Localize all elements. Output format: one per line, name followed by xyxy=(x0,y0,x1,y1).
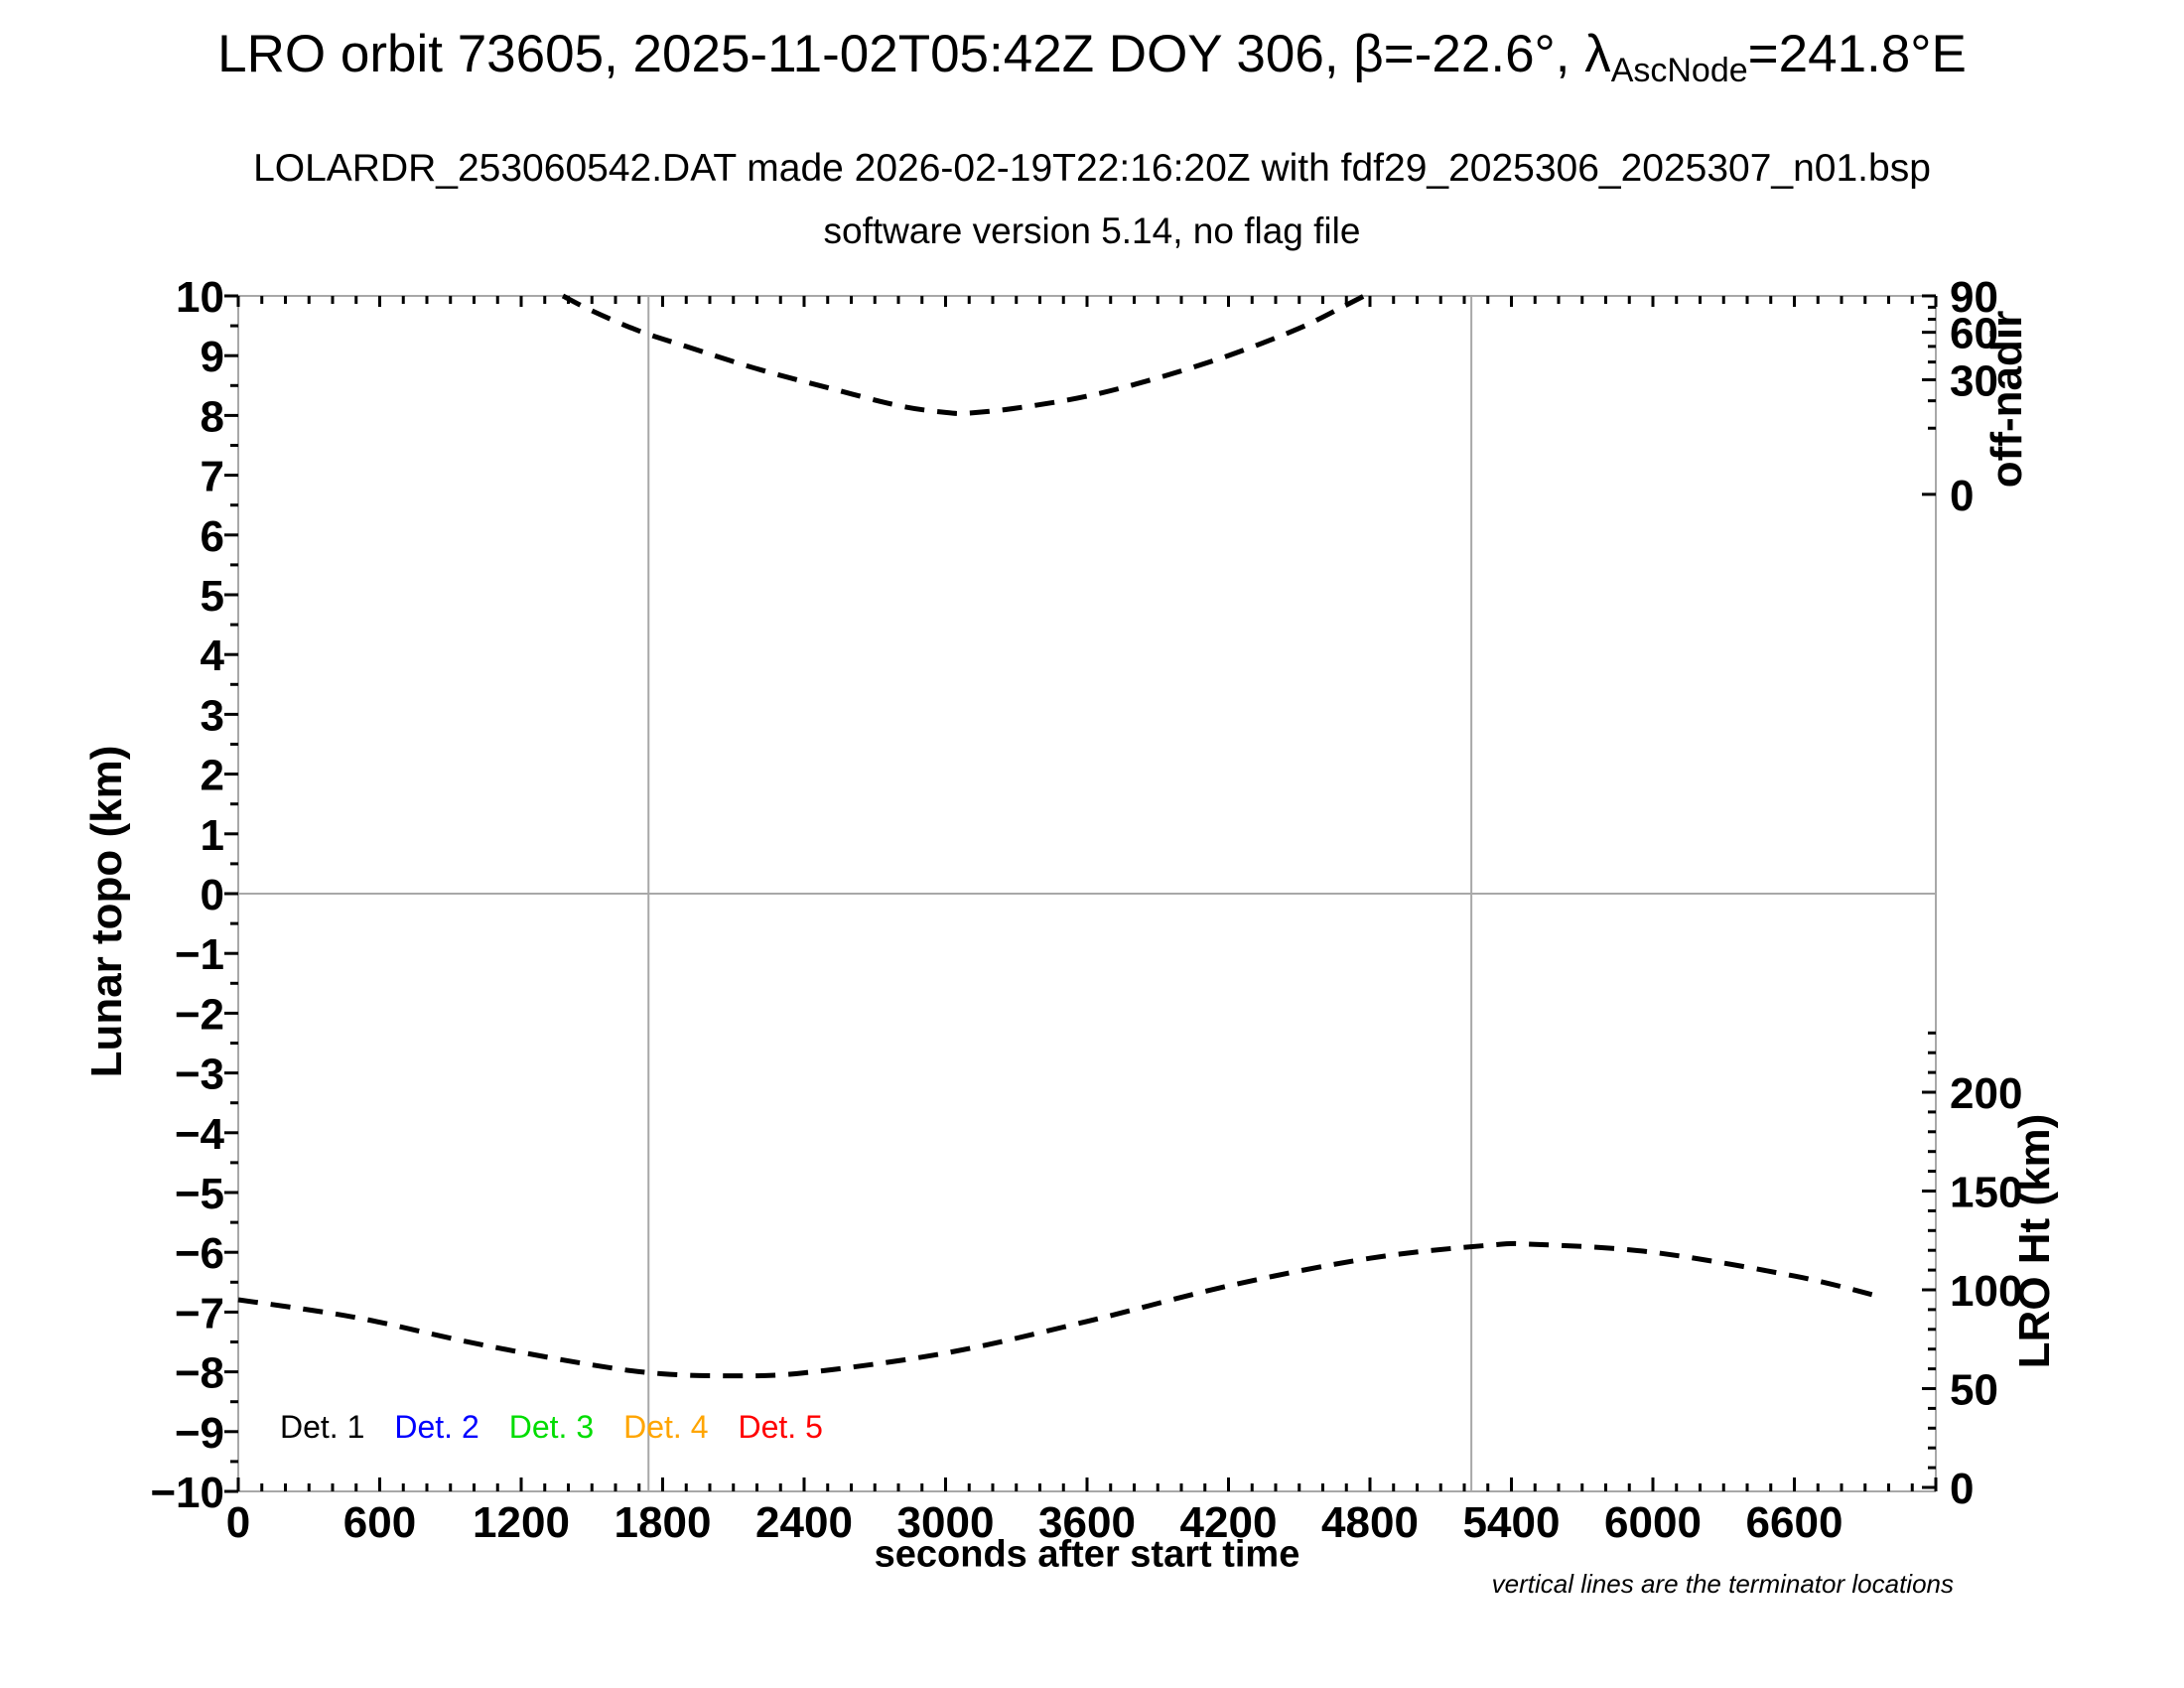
y-left-tick-label: −6 xyxy=(175,1229,224,1278)
x-tick-label: 3600 xyxy=(1038,1498,1136,1547)
lro-height-tick-label: 100 xyxy=(1950,1267,2022,1316)
y-left-tick-label: 10 xyxy=(176,273,224,322)
offnadir-tick-label: 60 xyxy=(1950,310,1998,358)
y-left-tick-label: 5 xyxy=(201,572,224,621)
y-left-tick-label: 1 xyxy=(201,811,224,860)
y-left-tick-label: 7 xyxy=(201,453,224,501)
legend-item-det-2: Det. 2 xyxy=(394,1409,479,1445)
y-left-tick-label: −3 xyxy=(175,1051,224,1099)
x-tick-label: 6600 xyxy=(1746,1498,1843,1547)
y-left-tick-label: −5 xyxy=(175,1170,224,1218)
y-left-tick-label: 8 xyxy=(201,392,224,441)
x-tick-label: 1200 xyxy=(473,1498,570,1547)
y-left-tick-label: −4 xyxy=(175,1110,225,1159)
y-left-tick-label: −7 xyxy=(175,1289,224,1337)
y-left-tick-label: −9 xyxy=(175,1409,224,1458)
subtitle-software-version: software version 5.14, no flag file xyxy=(823,211,1361,251)
legend-item-det-5: Det. 5 xyxy=(738,1409,823,1445)
lro-height-tick-label: 200 xyxy=(1950,1069,2022,1118)
x-tick-label: 600 xyxy=(343,1498,416,1547)
y-left-tick-label: 2 xyxy=(201,752,224,800)
x-tick-label: 4800 xyxy=(1321,1498,1419,1547)
offnadir-tick-label: 0 xyxy=(1950,472,1974,520)
y-left-tick-label: 0 xyxy=(201,871,224,919)
title-main: LRO orbit 73605, 2025-11-02T05:42Z DOY 3… xyxy=(217,25,1611,83)
detector-legend: Det. 1 Det. 2 Det. 3 Det. 4 Det. 5 xyxy=(280,1409,823,1446)
x-tick-label: 6000 xyxy=(1604,1498,1702,1547)
x-tick-label: 2400 xyxy=(755,1498,853,1547)
y-axis-left-title: Lunar topo (km) xyxy=(82,745,131,1078)
lro-height-tick-label: 0 xyxy=(1950,1465,1974,1513)
offnadir-tick-label: 30 xyxy=(1950,356,1998,405)
y-left-tick-label: −2 xyxy=(175,990,224,1039)
title-end: =241.8°E xyxy=(1747,25,1967,83)
y-left-tick-label: 3 xyxy=(201,691,224,740)
legend-item-det-1: Det. 1 xyxy=(280,1409,365,1445)
title-subscript: AscNode xyxy=(1610,52,1748,89)
offnadir-tick-label: 90 xyxy=(1950,273,1998,322)
y-left-tick-label: 6 xyxy=(201,512,224,561)
y-axis-lro-height-title: LRO Ht (km) xyxy=(2010,1113,2059,1369)
series-lro_height-curve xyxy=(237,1240,1878,1379)
x-tick-label: 5400 xyxy=(1463,1498,1561,1547)
x-axis-title: seconds after start time xyxy=(874,1533,1300,1576)
y-left-tick-label: −1 xyxy=(175,930,224,979)
y-left-tick-label: 9 xyxy=(201,333,224,381)
lro-height-tick-label: 50 xyxy=(1950,1366,1998,1415)
y-left-tick-label: −10 xyxy=(150,1469,224,1517)
subtitle-filename: LOLARDR_253060542.DAT made 2026-02-19T22… xyxy=(253,147,1931,190)
y-left-tick-label: 4 xyxy=(201,632,225,680)
page-title: LRO orbit 73605, 2025-11-02T05:42Z DOY 3… xyxy=(0,24,2184,90)
y-left-tick-label: −8 xyxy=(175,1349,224,1398)
x-tick-label: 4200 xyxy=(1180,1498,1278,1547)
x-tick-label: 1800 xyxy=(614,1498,712,1547)
y-axis-offnadir-title: off-nadir xyxy=(1982,310,2031,489)
series-off_nadir-curve xyxy=(561,293,1366,416)
x-tick-label: 0 xyxy=(226,1498,250,1547)
legend-item-det-4: Det. 4 xyxy=(623,1409,709,1445)
x-tick-label: 3000 xyxy=(897,1498,995,1547)
legend-item-det-3: Det. 3 xyxy=(508,1409,595,1445)
lro-height-tick-label: 150 xyxy=(1950,1169,2022,1217)
terminator-footnote: vertical lines are the terminator locati… xyxy=(1491,1569,1954,1599)
